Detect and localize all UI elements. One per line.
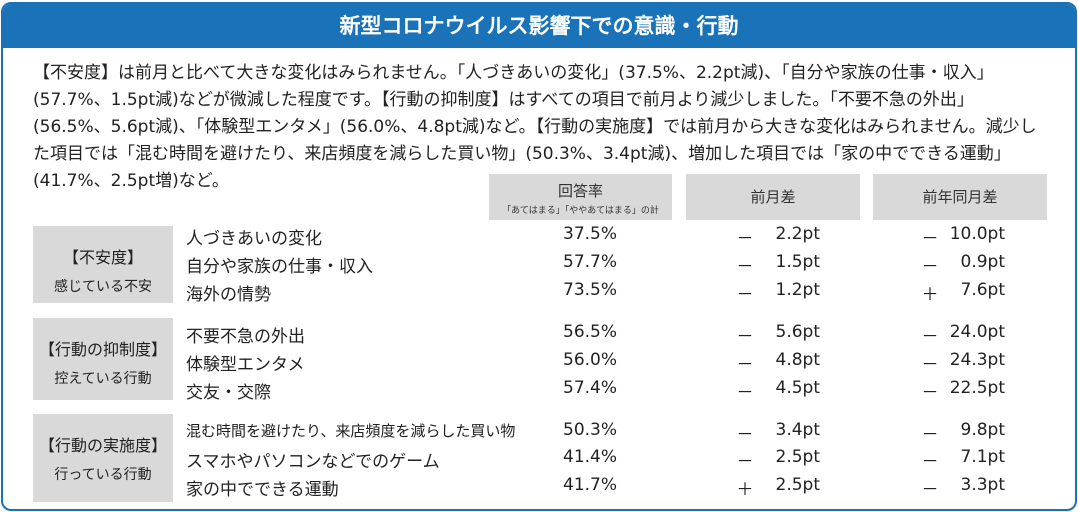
row-mom-sign: － (736, 285, 754, 305)
category-restraint: 【行動の抑制度】 控えている行動 (33, 318, 173, 400)
category-anxiety: 【不安度】 感じている不安 (33, 226, 173, 303)
row-label: スマホやパソコンなどでのゲーム (186, 452, 440, 472)
row-yoy-sign: － (921, 425, 939, 445)
row-mom-sign: － (736, 425, 754, 445)
row-mom-value: 1.5pt (775, 252, 821, 272)
row-yoy-sign: － (921, 327, 939, 347)
row-yoy-sign: － (921, 452, 939, 472)
category-subtitle: 行っている行動 (54, 467, 152, 483)
row-yoy-value: 3.3pt (960, 475, 1006, 495)
category-title: 【行動の実施度】 (38, 436, 167, 455)
row-rate: 56.5% (563, 322, 618, 342)
row-mom-sign: ＋ (736, 480, 754, 500)
row-rate: 73.5% (563, 280, 618, 300)
row-rate: 41.4% (563, 447, 618, 467)
row-yoy-value: 0.9pt (960, 252, 1006, 272)
row-yoy-sign: ＋ (921, 285, 939, 305)
panel-title: 新型コロナウイルス影響下での意識・行動 (3, 4, 1075, 48)
row-yoy-value: 7.1pt (960, 447, 1006, 467)
row-rate: 56.0% (563, 350, 618, 370)
row-mom-sign: － (736, 327, 754, 347)
row-mom-sign: － (736, 257, 754, 277)
row-label: 人づきあいの変化 (186, 229, 322, 249)
category-title: 【不安度】 (62, 248, 143, 267)
row-rate: 57.7% (563, 252, 618, 272)
mom-label: 前月差 (750, 188, 796, 206)
column-header-mom: 前月差 (686, 174, 860, 220)
category-subtitle: 感じている不安 (54, 279, 152, 295)
summary-paragraph: 【不安度】は前月と比べて大きな変化はみられません。「人づきあいの変化」(37.5… (33, 63, 1037, 191)
row-yoy-sign: － (921, 355, 939, 375)
yoy-label: 前年同月差 (922, 188, 998, 206)
column-header-yoy: 前年同月差 (873, 174, 1047, 220)
row-rate: 57.4% (563, 378, 618, 398)
row-label: 不要不急の外出 (186, 327, 305, 347)
row-mom-sign: － (736, 229, 754, 249)
rate-label: 回答率 (557, 182, 603, 200)
row-rate: 41.7% (563, 475, 618, 495)
category-action: 【行動の実施度】 行っている行動 (33, 414, 173, 502)
row-label: 自分や家族の仕事・収入 (186, 257, 373, 277)
row-label: 交友・交際 (186, 383, 271, 403)
row-mom-sign: － (736, 452, 754, 472)
column-header-rate: 回答率 「あてはまる」「ややあてはまる」の計 (489, 174, 672, 220)
row-yoy-sign: － (921, 383, 939, 403)
row-mom-value: 4.8pt (775, 350, 821, 370)
row-mom-value: 3.4pt (775, 420, 821, 440)
row-yoy-value: 24.3pt (949, 350, 1005, 370)
rate-note: 「あてはまる」「ややあてはまる」の計 (502, 206, 659, 216)
row-yoy-value: 7.6pt (960, 280, 1006, 300)
row-label: 混む時間を避けたり、来店頻度を減らした買い物 (186, 422, 516, 440)
row-rate: 37.5% (563, 224, 618, 244)
row-mom-value: 2.5pt (775, 475, 821, 495)
row-yoy-value: 10.0pt (949, 224, 1005, 244)
row-mom-sign: － (736, 383, 754, 403)
row-mom-value: 1.2pt (775, 280, 821, 300)
row-mom-sign: － (736, 355, 754, 375)
row-yoy-sign: － (921, 257, 939, 277)
row-yoy-value: 22.5pt (949, 378, 1005, 398)
row-mom-value: 4.5pt (775, 378, 821, 398)
row-label: 海外の情勢 (186, 285, 271, 305)
row-yoy-value: 9.8pt (960, 420, 1006, 440)
row-label: 家の中でできる運動 (186, 480, 339, 500)
row-mom-value: 2.2pt (775, 224, 821, 244)
row-rate: 50.3% (563, 420, 618, 440)
category-subtitle: 控えている行動 (54, 371, 152, 387)
category-title: 【行動の抑制度】 (38, 340, 167, 359)
row-mom-value: 2.5pt (775, 447, 821, 467)
row-label: 体験型エンタメ (186, 355, 305, 375)
row-mom-value: 5.6pt (775, 322, 821, 342)
row-yoy-value: 24.0pt (949, 322, 1005, 342)
row-yoy-sign: － (921, 480, 939, 500)
row-yoy-sign: － (921, 229, 939, 249)
